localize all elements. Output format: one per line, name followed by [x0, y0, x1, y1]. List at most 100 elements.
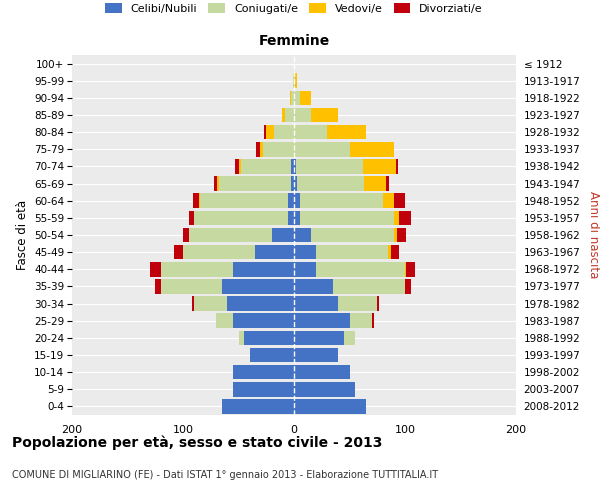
Bar [241, 159, 294, 174]
Bar [294, 210, 400, 225]
Bar [294, 314, 372, 328]
Bar [294, 314, 372, 328]
Bar [289, 210, 294, 225]
Bar [293, 74, 294, 88]
Bar [155, 279, 294, 293]
Bar [188, 228, 294, 242]
Bar [294, 399, 366, 413]
Bar [294, 176, 386, 191]
Bar [150, 262, 294, 276]
Bar [294, 90, 311, 105]
Bar [290, 90, 294, 105]
Bar [285, 108, 294, 122]
Bar [233, 365, 294, 380]
Bar [250, 348, 294, 362]
Bar [222, 399, 294, 413]
Bar [192, 296, 294, 311]
Bar [222, 399, 294, 413]
Bar [222, 279, 294, 293]
Bar [294, 365, 350, 380]
Bar [188, 228, 294, 242]
Bar [233, 262, 294, 276]
Bar [255, 245, 294, 260]
Bar [250, 348, 294, 362]
Bar [250, 348, 294, 362]
Bar [188, 228, 294, 242]
Bar [161, 262, 294, 276]
Bar [290, 159, 294, 174]
Bar [239, 159, 294, 174]
Bar [294, 142, 350, 156]
Bar [294, 210, 394, 225]
Bar [161, 262, 294, 276]
Bar [294, 245, 391, 260]
Bar [183, 245, 294, 260]
Bar [294, 159, 396, 174]
Bar [239, 330, 294, 345]
Text: Femmine: Femmine [259, 34, 329, 48]
Bar [294, 330, 355, 345]
Bar [233, 365, 294, 380]
Legend: Celibi/Nubili, Coniugati/e, Vedovi/e, Divorziati/e: Celibi/Nubili, Coniugati/e, Vedovi/e, Di… [105, 3, 483, 13]
Bar [194, 210, 294, 225]
Bar [217, 314, 294, 328]
Bar [294, 382, 355, 396]
Bar [294, 125, 328, 140]
Bar [263, 142, 294, 156]
Bar [194, 296, 294, 311]
Bar [294, 159, 363, 174]
Bar [264, 125, 294, 140]
Bar [294, 330, 355, 345]
Bar [294, 125, 366, 140]
Bar [294, 245, 316, 260]
Bar [282, 108, 294, 122]
Bar [222, 399, 294, 413]
Bar [244, 330, 294, 345]
Bar [294, 176, 389, 191]
Bar [233, 314, 294, 328]
Bar [200, 194, 294, 208]
Bar [294, 399, 366, 413]
Bar [294, 142, 394, 156]
Bar [294, 279, 405, 293]
Bar [294, 279, 333, 293]
Bar [289, 194, 294, 208]
Bar [222, 399, 294, 413]
Bar [239, 330, 294, 345]
Bar [274, 125, 294, 140]
Bar [174, 245, 294, 260]
Bar [294, 108, 311, 122]
Bar [294, 262, 405, 276]
Bar [294, 125, 366, 140]
Bar [293, 74, 294, 88]
Bar [222, 399, 294, 413]
Bar [233, 382, 294, 396]
Bar [294, 194, 383, 208]
Bar [290, 90, 294, 105]
Bar [282, 108, 294, 122]
Bar [194, 210, 294, 225]
Bar [194, 296, 294, 311]
Bar [194, 296, 294, 311]
Bar [233, 382, 294, 396]
Bar [263, 142, 294, 156]
Bar [188, 228, 294, 242]
Bar [227, 296, 294, 311]
Bar [217, 314, 294, 328]
Bar [293, 74, 294, 88]
Bar [255, 245, 294, 260]
Bar [274, 125, 294, 140]
Bar [256, 142, 294, 156]
Bar [233, 382, 294, 396]
Bar [294, 108, 338, 122]
Bar [294, 245, 388, 260]
Bar [289, 194, 294, 208]
Bar [161, 262, 294, 276]
Bar [294, 296, 377, 311]
Bar [294, 90, 299, 105]
Bar [294, 159, 398, 174]
Bar [233, 382, 294, 396]
Bar [233, 382, 294, 396]
Bar [282, 108, 294, 122]
Bar [250, 348, 294, 362]
